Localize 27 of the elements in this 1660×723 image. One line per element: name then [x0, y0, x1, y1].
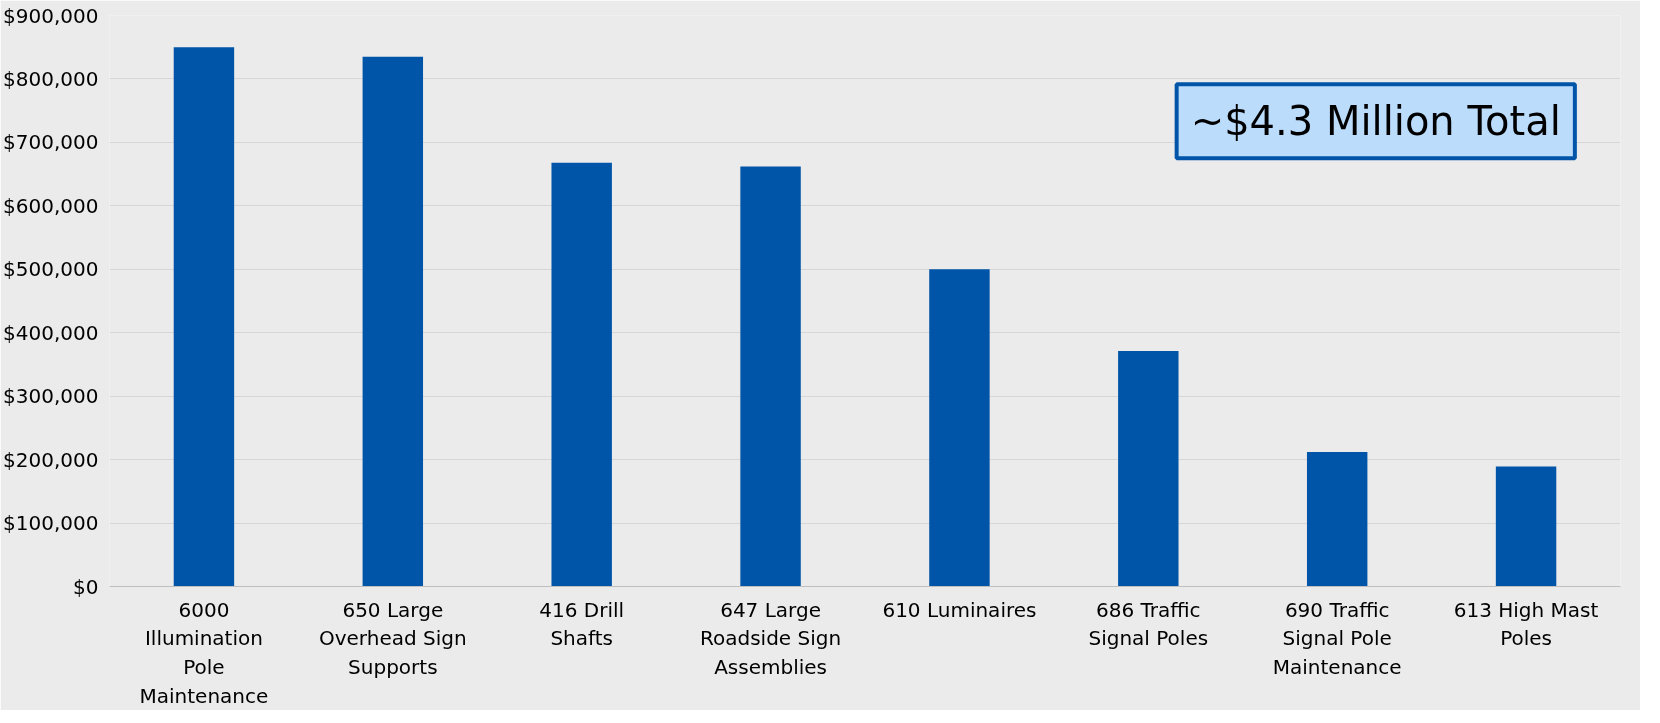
- x-tick-label: 686 Traffic Signal Poles: [1088, 597, 1209, 651]
- bar: [1306, 452, 1368, 587]
- x-tick-label: 610 Luminaires: [882, 597, 1037, 622]
- bar: [1495, 466, 1557, 587]
- y-tick-label: $500,000: [3, 257, 99, 282]
- bar: [929, 269, 990, 587]
- bar: [1118, 351, 1179, 587]
- y-tick-label: $100,000: [3, 511, 99, 536]
- y-tick-label: $400,000: [3, 320, 99, 345]
- x-tick-label: 416 Drill Shafts: [539, 597, 625, 651]
- annotation: ~$4.3 Million Total: [1190, 98, 1561, 145]
- bar: [173, 47, 235, 587]
- y-tick-label: $0: [73, 574, 99, 599]
- x-tick-label: 6000 Illumination Pole Maintenance: [139, 597, 269, 708]
- y-tick-label: $800,000: [3, 66, 99, 91]
- y-tick-label: $200,000: [3, 447, 99, 472]
- x-tick-label: 690 Traffic Signal Pole Maintenance: [1272, 597, 1402, 680]
- y-tick-label: $600,000: [3, 193, 99, 218]
- y-tick-label: $900,000: [3, 3, 99, 28]
- y-tick-label: $700,000: [3, 130, 99, 155]
- bar: [740, 166, 801, 587]
- y-tick-label: $300,000: [3, 384, 99, 409]
- bar: [551, 162, 612, 587]
- x-tick-label: 613 High Mast Poles: [1453, 597, 1599, 651]
- bar: [362, 56, 424, 587]
- x-tick-label: 647 Large Roadside Sign Assemblies: [699, 597, 842, 680]
- x-tick-label: 650 Large Overhead Sign Supports: [318, 597, 467, 680]
